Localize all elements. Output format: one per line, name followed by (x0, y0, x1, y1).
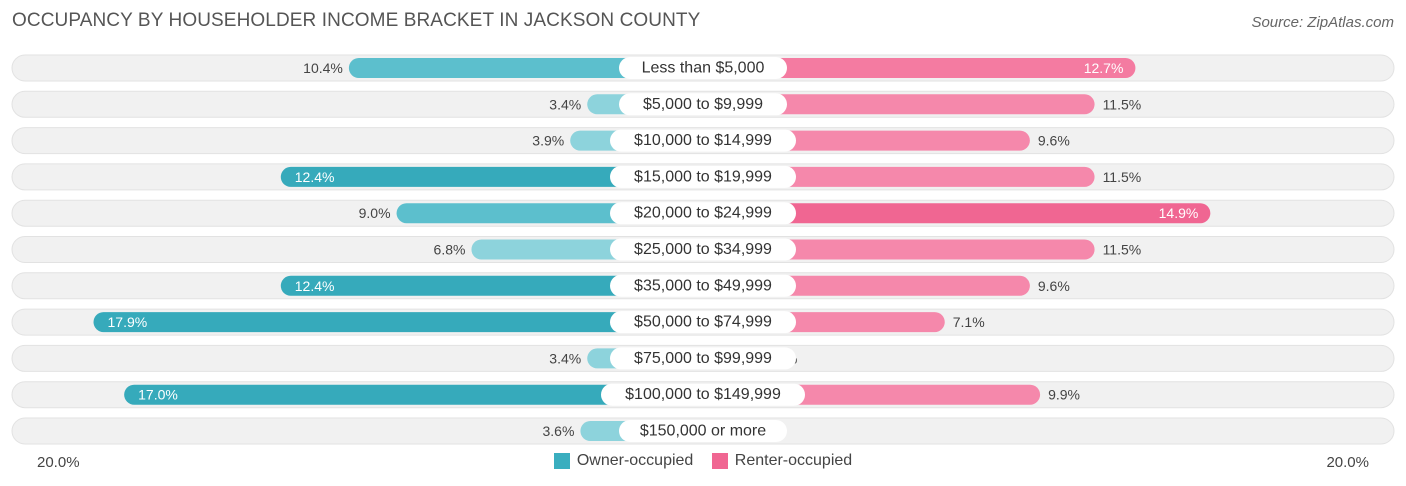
category-label: Less than $5,000 (642, 60, 765, 77)
renter-swatch-icon (711, 453, 728, 469)
renter-bar (703, 166, 1095, 187)
owner-value-label: 3.4% (549, 96, 581, 112)
category-label: $20,000 to $24,999 (634, 205, 772, 222)
category-label: $15,000 to $19,999 (634, 168, 772, 185)
owner-value-label: 17.0% (138, 387, 178, 403)
category-pill (619, 93, 787, 116)
owner-value-label: 10.4% (303, 60, 343, 76)
axis-label-left: 20.0% (37, 454, 80, 471)
renter-bar (703, 58, 1136, 78)
owner-value-label: 3.6% (542, 423, 574, 439)
owner-value-label: 9.0% (359, 205, 391, 221)
legend-item-renter: Renter-occupied (711, 452, 853, 470)
renter-bar (703, 239, 1095, 260)
owner-swatch-icon (553, 453, 570, 469)
category-pill (610, 165, 796, 188)
legend-label-renter: Renter-occupied (734, 452, 853, 469)
category-label: $75,000 to $99,999 (634, 350, 772, 367)
owner-value-label: 12.4% (295, 278, 335, 294)
renter-value-label: 9.6% (1038, 278, 1070, 294)
category-label: $100,000 to $149,999 (625, 386, 781, 403)
renter-value-label: 9.9% (1048, 387, 1080, 403)
renter-bar (703, 203, 1211, 224)
category-label: $5,000 to $9,999 (643, 96, 763, 113)
source-credit: Source: ZipAtlas.com (1251, 14, 1394, 31)
renter-value-label: 11.5% (1103, 96, 1142, 112)
category-label: $25,000 to $34,999 (634, 241, 772, 258)
category-label: $35,000 to $49,999 (634, 277, 772, 294)
owner-value-label: 3.9% (532, 133, 564, 149)
legend-item-owner: Owner-occupied (553, 452, 694, 470)
category-pill (619, 57, 787, 79)
category-pill (610, 238, 796, 261)
owner-bar (280, 275, 703, 296)
legend-label-owner: Owner-occupied (576, 452, 694, 469)
renter-value-label: 7.1% (953, 314, 985, 330)
legend: Owner-occupied Renter-occupied (0, 452, 1406, 474)
owner-value-label: 17.9% (108, 314, 148, 330)
category-pill (601, 383, 805, 406)
owner-value-label: 6.8% (434, 242, 466, 258)
category-label: $150,000 or more (640, 423, 766, 440)
renter-value-label: 9.6% (1038, 133, 1070, 149)
owner-bar (280, 166, 703, 187)
category-pill (610, 129, 796, 152)
renter-bar (703, 94, 1095, 115)
category-pill (610, 311, 796, 334)
owner-bar (348, 58, 703, 78)
category-pill (619, 420, 787, 442)
category-label: $50,000 to $74,999 (634, 314, 772, 331)
owner-bar (124, 384, 703, 405)
renter-value-label: 14.9% (1159, 205, 1199, 221)
owner-bar (93, 312, 703, 333)
category-label: $10,000 to $14,999 (634, 132, 772, 149)
category-pill (610, 347, 796, 370)
category-pill (610, 274, 796, 297)
renter-value-label: 11.5% (1103, 242, 1142, 258)
renter-value-label: 11.5% (1103, 169, 1142, 185)
owner-value-label: 12.4% (295, 169, 335, 185)
category-pill (610, 202, 796, 225)
renter-value-label: 12.7% (1084, 60, 1124, 76)
axis-label-right: 20.0% (1326, 454, 1369, 471)
owner-value-label: 3.4% (549, 350, 581, 366)
chart-title: OCCUPANCY BY HOUSEHOLDER INCOME BRACKET … (12, 10, 701, 31)
